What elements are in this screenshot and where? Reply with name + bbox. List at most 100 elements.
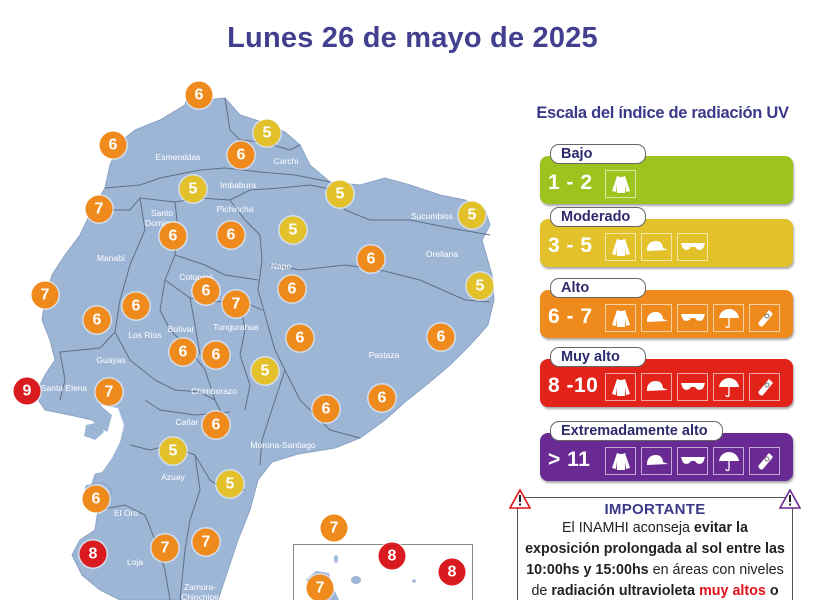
cap-icon	[641, 373, 672, 401]
shirt-icon	[605, 170, 636, 198]
uv-index-marker: 6	[278, 275, 306, 303]
uv-index-marker: 6	[122, 292, 150, 320]
province-label: Guayas	[96, 355, 126, 365]
notice-text-bold: radiación ultravioleta	[551, 583, 696, 599]
page-title: Lunes 26 de mayo de 2025	[227, 22, 598, 54]
province-label: Esmeraldas	[155, 152, 201, 162]
notice-highlight: muy altos	[695, 583, 766, 599]
uv-index-marker: 6	[357, 245, 385, 273]
level-range: 1 - 2	[548, 171, 593, 194]
uv-level-moderado: Moderado 3 - 5	[540, 207, 793, 267]
protection-icons	[605, 304, 780, 332]
province-label: Cotopaxi	[179, 272, 213, 282]
uv-level-alto: Alto 6 - 7	[540, 278, 793, 338]
uv-index-marker: 5	[159, 437, 187, 465]
sunscreen-icon	[749, 447, 780, 475]
sunglasses-icon	[677, 447, 708, 475]
notice-text-bold: o	[765, 583, 779, 599]
level-name: Moderado	[550, 207, 646, 227]
uv-index-marker: 6	[159, 222, 187, 250]
uv-index-marker: 5	[216, 470, 244, 498]
uv-index-marker: 6	[227, 141, 255, 169]
uv-index-marker: 6	[192, 277, 220, 305]
province-label: Zamora- Chinchipe	[181, 582, 219, 600]
protection-icons	[605, 233, 708, 261]
uv-index-marker: 6	[217, 221, 245, 249]
sunglasses-icon	[677, 373, 708, 401]
level-name: Extremadamente alto	[550, 421, 723, 441]
uv-index-marker: 6	[82, 485, 110, 513]
level-name: Bajo	[550, 144, 646, 164]
province-label: Azuay	[161, 472, 185, 482]
uv-index-marker: 5	[326, 180, 354, 208]
uv-index-marker: 7	[306, 574, 334, 600]
uv-index-marker: 8	[438, 558, 466, 586]
umbrella-icon	[713, 447, 744, 475]
province-label: Sucumbios	[410, 211, 454, 221]
uv-index-marker: 5	[251, 357, 279, 385]
province-label: El Oro	[113, 508, 139, 518]
umbrella-icon	[713, 373, 744, 401]
province-label: Bolívar	[167, 324, 195, 334]
uv-index-marker: 5	[179, 175, 207, 203]
province-label: Chimborazo	[191, 386, 237, 396]
sunscreen-icon	[749, 373, 780, 401]
level-range: 3 - 5	[548, 234, 593, 257]
uv-level-bajo: Bajo 1 - 2	[540, 144, 793, 204]
uv-index-marker: 8	[378, 542, 406, 570]
notice-text-bold: exposición prolongada al sol entre las	[525, 541, 785, 557]
province-label: Orellana	[425, 249, 459, 259]
province-label: Loja	[126, 557, 144, 567]
uv-index-marker: 5	[466, 272, 494, 300]
sunglasses-icon	[677, 233, 708, 261]
province-label: Pichincha	[216, 204, 254, 214]
uv-index-marker: 6	[99, 131, 127, 159]
level-range: > 11	[548, 448, 591, 471]
uv-index-marker: 5	[279, 216, 307, 244]
uv-index-marker: 6	[185, 81, 213, 109]
uv-index-marker: 6	[202, 411, 230, 439]
uv-scale-legend: Escala del índice de radiación UV Bajo 1 …	[530, 104, 810, 481]
important-title: IMPORTANTE	[604, 501, 706, 518]
uv-index-marker: 7	[192, 528, 220, 556]
uv-index-marker: 7	[95, 378, 123, 406]
province-label: Manabí	[96, 253, 126, 263]
shirt-icon	[605, 304, 636, 332]
shirt-icon	[605, 233, 636, 261]
uv-index-marker: 6	[312, 395, 340, 423]
notice-text: en áreas con niveles	[648, 562, 784, 578]
level-name: Alto	[550, 278, 646, 298]
uv-index-marker: 9	[13, 377, 41, 405]
uv-level-muy-alto: Muy alto 8 -10	[540, 347, 793, 407]
shirt-icon	[605, 373, 636, 401]
uv-index-marker: 6	[286, 324, 314, 352]
ecuador-uv-map: Esmeraldas Carchi Imbabura Santo Domingo Pic…	[0, 70, 520, 600]
uv-index-marker: 6	[202, 341, 230, 369]
province-label: Los Ríos	[128, 330, 162, 340]
uv-index-marker: 7	[320, 514, 348, 542]
province-label: Imbabura	[220, 180, 256, 190]
cap-icon	[641, 304, 672, 332]
province-label: Tungurahua	[213, 322, 259, 332]
uv-index-marker: 7	[85, 195, 113, 223]
warning-icon	[509, 489, 531, 509]
level-range: 8 -10	[548, 374, 599, 397]
warning-icon	[779, 489, 801, 509]
notice-text: El INAMHI aconseja	[562, 520, 694, 536]
sunscreen-icon	[749, 304, 780, 332]
notice-text: de	[531, 583, 552, 599]
province-label: Carchi	[273, 156, 299, 166]
province-label: Santo Domingo	[144, 208, 180, 228]
uv-index-marker: 6	[83, 306, 111, 334]
important-text: El INAMHI aconseja evitar la exposición …	[518, 518, 792, 600]
cap-icon	[641, 233, 672, 261]
uv-index-marker: 6	[427, 323, 455, 351]
uv-index-marker: 7	[151, 534, 179, 562]
province-label: Napo	[270, 261, 292, 271]
uv-index-marker: 8	[79, 540, 107, 568]
shirt-icon	[605, 447, 636, 475]
notice-hours: 10:00hs y 15:00hs	[526, 562, 649, 578]
important-notice: IMPORTANTE El INAMHI aconseja evitar la …	[509, 489, 801, 600]
uv-level-extremadamente-alto: Extremadamente alto > 11	[540, 421, 793, 481]
province-label: Morona-Santiago	[250, 440, 316, 450]
